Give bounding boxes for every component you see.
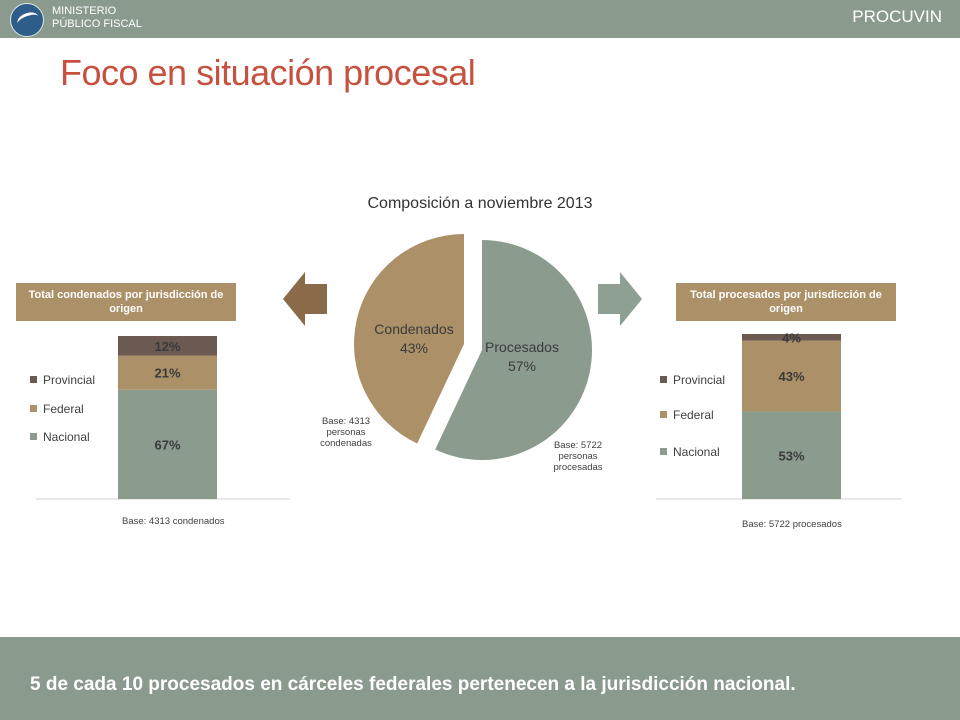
procesados-bar-label-nacional: 53%: [778, 448, 804, 463]
ministry-name: MINISTERIO PÚBLICO FISCAL: [52, 5, 142, 31]
procesados-bar-label-federal: 43%: [778, 369, 804, 384]
condenados-bar-label-nacional: 67%: [154, 437, 180, 452]
condenados-bar-label-provincial: 12%: [154, 339, 180, 354]
procesados-stacked-bar: 53% 43% 4%: [742, 330, 841, 499]
legend-item-federal: Federal: [30, 402, 84, 416]
procesados-bar-header: Total procesados por jurisdicción de ori…: [676, 283, 896, 321]
legend-label-nacional: Nacional: [673, 445, 720, 459]
pie-slice-procesados: [435, 240, 592, 460]
pie-value-condenados: 43%: [400, 340, 428, 356]
page-title: Foco en situación procesal: [60, 52, 476, 93]
legend-swatch-provincial: [30, 376, 37, 384]
condenados-bar-base: Base: 4313 condenados: [122, 516, 225, 527]
legend-item-federal: Federal: [660, 408, 714, 422]
procesados-pie-note: Base: 5722 personas procesadas: [553, 440, 603, 473]
legend-label-nacional: Nacional: [43, 430, 90, 444]
ministry-line-1: MINISTERIO: [52, 5, 117, 17]
legend-item-provincial: Provincial: [30, 373, 95, 387]
legend-label-provincial: Provincial: [673, 373, 726, 387]
condenados-bar-header: Total condenados por jurisdicción de ori…: [16, 283, 236, 321]
procesados-bar-segment-provincial: [742, 334, 841, 341]
legend-item-provincial: Provincial: [660, 373, 725, 387]
legend-item-nacional: Nacional: [30, 430, 90, 444]
pie-slice-condenados: [353, 234, 464, 444]
arrow-left-icon: [283, 272, 327, 326]
procesados-bar-label-provincial: 4%: [782, 330, 801, 345]
footer-message: 5 de cada 10 procesados en cárceles fede…: [30, 674, 796, 695]
legend-swatch-federal: [30, 405, 37, 413]
procesados-bar-segment-nacional: [742, 411, 841, 499]
legend-swatch-provincial: [660, 376, 667, 384]
legend-swatch-nacional: [30, 433, 37, 441]
condenados-bar-segment-nacional: [118, 389, 217, 499]
charts-canvas: Procesados 57% Condenados 43% 67% 21% 12% 53%…: [36, 234, 902, 500]
condenados-bar-segment-federal: [118, 355, 217, 390]
brand-label: PROCUVIN: [852, 7, 942, 26]
pie-chart-title: Composición a noviembre 2013: [367, 195, 593, 212]
legend-swatch-nacional: [660, 448, 667, 456]
ministry-logo-icon: [10, 3, 44, 37]
condenados-stacked-bar: 67% 21% 12%: [118, 336, 217, 499]
pie-chart: Procesados 57% Condenados 43%: [353, 234, 592, 460]
header-bar: MINISTERIO PÚBLICO FISCAL PROCUVIN: [0, 0, 960, 38]
footer-bar: [0, 637, 960, 720]
procesados-bar-base: Base: 5722 procesados: [742, 519, 842, 530]
pie-label-procesados: Procesados: [485, 339, 559, 355]
legend-swatch-federal: [660, 411, 667, 419]
condenados-bar-label-federal: 21%: [154, 366, 180, 381]
legend-item-nacional: Nacional: [660, 445, 720, 459]
legend-label-provincial: Provincial: [43, 373, 96, 387]
ministry-line-2: PÚBLICO FISCAL: [52, 18, 142, 30]
condenados-bar-segment-provincial: [118, 336, 217, 356]
pie-value-procesados: 57%: [508, 358, 536, 374]
legend-label-federal: Federal: [43, 402, 84, 416]
pie-label-condenados: Condenados: [374, 321, 453, 337]
condenados-pie-note: Base: 4313 personas condenadas: [320, 416, 372, 449]
arrow-right-icon: [598, 272, 642, 326]
legend-label-federal: Federal: [673, 408, 714, 422]
procesados-bar-segment-federal: [742, 340, 841, 412]
